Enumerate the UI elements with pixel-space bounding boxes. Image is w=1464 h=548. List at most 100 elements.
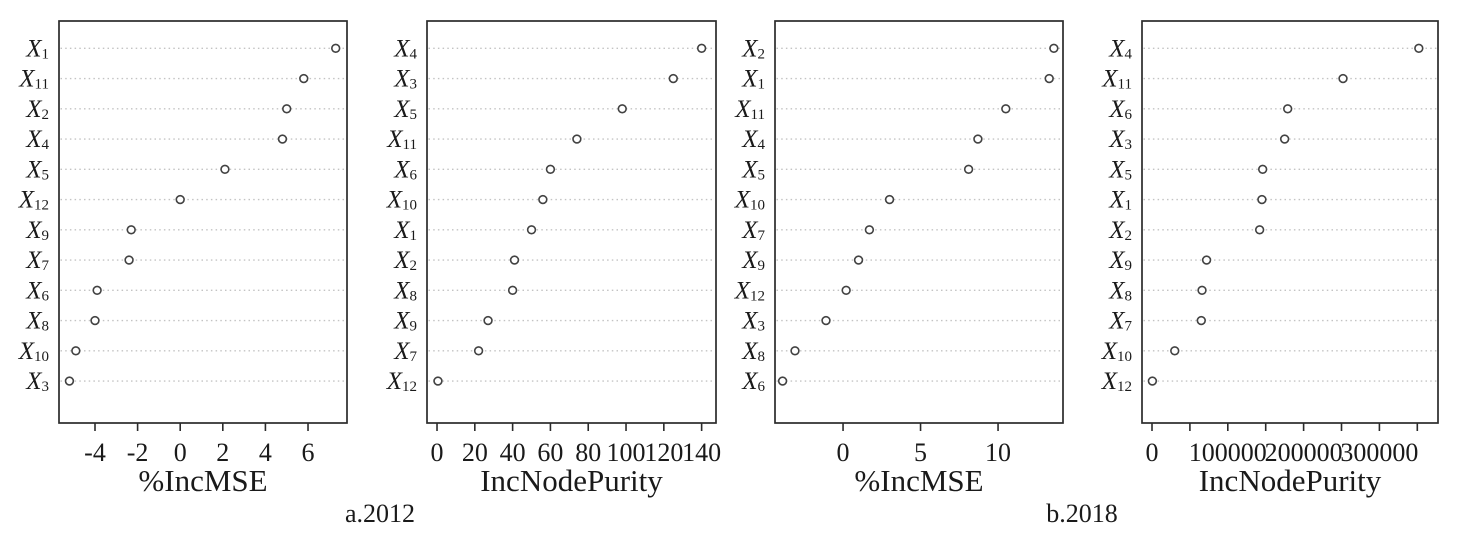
y-category-label: X9 [1108,247,1132,275]
data-point [884,194,895,205]
y-category-label: X6 [1108,95,1132,123]
y-category-label: X10 [1101,337,1132,365]
data-point [1257,194,1267,205]
data-point [617,104,627,114]
x-tick-label: 0 [174,438,187,467]
data-point [1044,73,1054,84]
data-point [526,225,537,235]
y-category-label: X2 [393,247,417,275]
y-category-label: X10 [18,337,49,365]
data-point [1257,164,1268,175]
y-category-label: X7 [741,216,765,244]
data-point [483,315,493,326]
y-category-label: X6 [25,277,49,305]
x-axis-title: IncNodePurity [1199,463,1382,498]
y-category-label: X4 [393,35,417,63]
plot-border [58,20,348,424]
x-tick-label: 120 [644,438,683,467]
plot-border [774,20,1064,424]
data-point [538,194,548,205]
data-point [473,346,484,356]
y-category-label: X4 [741,126,765,154]
y-category-label: X2 [741,35,765,63]
data-point [545,164,556,175]
data-point [973,134,983,144]
x-tick-label: 100 [607,438,646,467]
y-category-label: X1 [1108,186,1132,214]
y-category-label: X1 [741,65,765,93]
x-axis-title: %IncMSE [138,463,267,498]
data-point [777,376,788,386]
data-point [1197,285,1207,295]
x-tick-label: -4 [84,438,106,467]
data-point [299,73,309,84]
data-point [277,134,288,144]
data-point [1279,134,1290,144]
y-category-label: X8 [741,337,765,365]
data-point [90,315,100,326]
y-category-label: X6 [393,156,417,184]
y-category-label: X9 [741,247,765,275]
y-category-label: X4 [25,126,49,154]
y-category-label: X5 [1108,156,1132,184]
x-tick-label: 200000 [1265,438,1343,467]
y-category-label: X9 [393,307,417,335]
panels-group: -4 -2 0 2 4 6%IncMSEX1X11X2X4X5X12X9X7X6X8X10… [18,20,1439,498]
x-tick-label: 6 [302,438,315,467]
data-point [841,285,851,295]
x-tick-label: 0 [1146,438,1159,467]
y-category-label: X5 [741,156,765,184]
y-category-label: X10 [386,186,417,214]
data-point [126,225,136,235]
data-point [1254,225,1265,235]
x-axis-title: IncNodePurity [480,463,663,498]
x-tick-label: 140 [682,438,721,467]
y-category-label: X3 [741,307,765,335]
data-point [1170,346,1180,356]
y-category-label: X1 [25,35,49,63]
data-point [175,194,185,205]
x-tick-label: 0 [837,438,850,467]
y-category-label: X12 [386,368,417,396]
y-category-label: X7 [393,337,417,365]
plot-border [426,20,717,424]
y-category-label: X12 [18,186,49,214]
y-category-label: X4 [1108,35,1132,63]
caption-2018: b.2018 [1046,499,1118,528]
y-category-label: X12 [734,277,765,305]
x-tick-label: 60 [537,438,563,467]
y-category-label: X11 [18,65,49,93]
y-category-label: X7 [25,247,49,275]
data-point [1049,43,1059,53]
x-tick-label: 300000 [1340,438,1418,467]
y-category-label: X1 [393,216,417,244]
data-point [790,346,800,356]
y-category-label: X11 [386,126,417,154]
data-point [331,43,341,53]
x-tick-label: -2 [127,438,149,467]
y-category-label: X6 [741,368,765,396]
y-category-label: X8 [1108,277,1132,305]
data-point [282,104,292,114]
x-tick-label: 80 [575,438,601,467]
data-point [220,164,230,175]
data-point [509,255,520,265]
data-point [124,255,134,265]
data-point [507,285,518,295]
data-point [696,43,707,53]
data-point [572,134,582,144]
data-point [668,73,678,84]
x-tick-label: 2 [216,438,229,467]
y-category-label: X3 [1108,126,1132,154]
data-point [433,376,443,386]
data-point [864,225,875,235]
x-tick-label: 0 [431,438,444,467]
y-category-label: X10 [734,186,765,214]
data-point [821,315,831,326]
x-tick-label: 4 [259,438,272,467]
data-point [1338,73,1348,84]
